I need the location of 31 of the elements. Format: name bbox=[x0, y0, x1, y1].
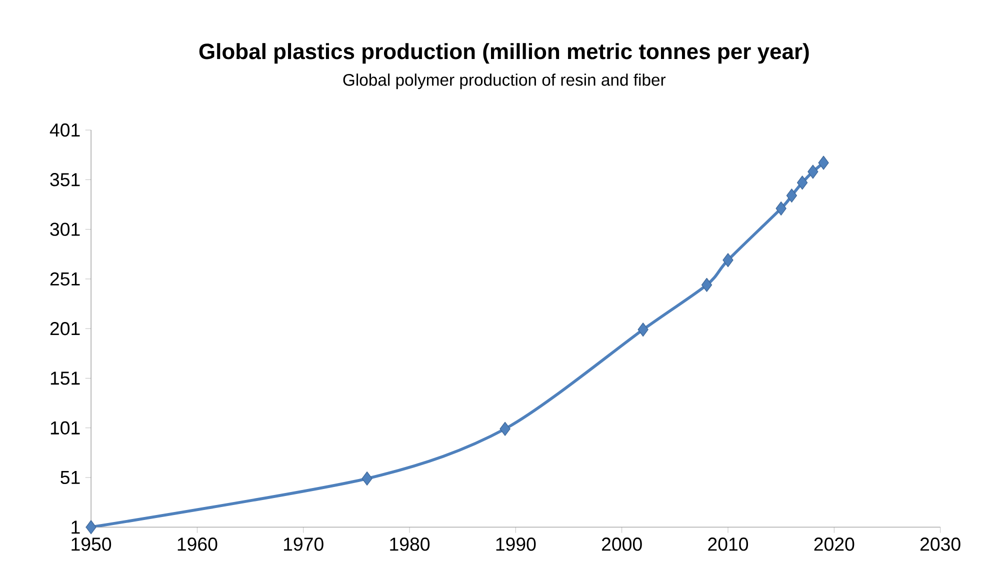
y-tick-label: 351 bbox=[50, 172, 80, 186]
point bbox=[500, 422, 510, 436]
chart-title: Global plastics production (million metric tonnes per year) bbox=[199, 42, 809, 64]
x-tick-label: 2020 bbox=[814, 537, 854, 551]
x-tick-label: 1980 bbox=[390, 537, 430, 551]
x-tick-label: 1960 bbox=[178, 537, 218, 551]
x-tick-label: 2000 bbox=[602, 537, 642, 551]
x-tick-label: 2010 bbox=[708, 537, 748, 551]
x-tick-label: 1970 bbox=[284, 537, 324, 551]
x-tick-label: 2030 bbox=[920, 537, 960, 551]
point bbox=[722, 253, 734, 268]
point bbox=[786, 188, 798, 202]
y-tick-label: 301 bbox=[50, 222, 80, 236]
point bbox=[808, 164, 818, 179]
point bbox=[86, 520, 96, 534]
x-tick-label: 1990 bbox=[496, 537, 536, 551]
chart-subtitle: Global polymer production of resin and fiber bbox=[343, 73, 666, 90]
y-tick-label: 101 bbox=[50, 421, 80, 434]
y-tick-label: 51 bbox=[60, 470, 80, 484]
point bbox=[796, 176, 808, 190]
point bbox=[776, 201, 786, 216]
point bbox=[638, 322, 648, 337]
y-tick-label: 1 bbox=[72, 520, 80, 534]
x-tick-label: 1950 bbox=[72, 537, 112, 551]
point bbox=[818, 156, 829, 170]
y-tick-label: 251 bbox=[50, 272, 80, 286]
point bbox=[701, 278, 712, 292]
y-tick-label: 201 bbox=[50, 322, 80, 336]
y-tick-label: 401 bbox=[50, 123, 80, 137]
point bbox=[362, 471, 372, 486]
y-tick-label: 151 bbox=[50, 372, 80, 385]
